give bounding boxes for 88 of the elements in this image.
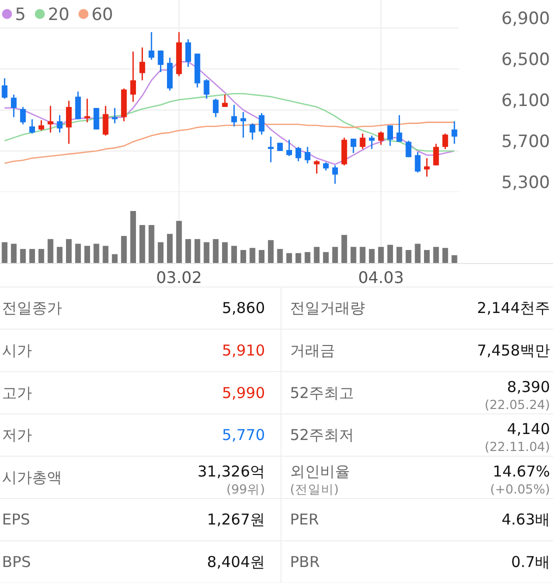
text: 거래금 <box>290 341 335 360</box>
bar <box>130 211 136 263</box>
text: EPS <box>2 510 30 529</box>
text: 5,990 <box>222 384 265 402</box>
text: 52주최고 <box>290 384 354 402</box>
bar <box>258 250 264 263</box>
text: 5,770 <box>222 426 265 444</box>
bar <box>452 255 458 263</box>
text: BPS <box>2 552 31 571</box>
bar <box>75 244 81 263</box>
text: 31,326억 (99위) <box>198 462 265 496</box>
bar <box>204 242 210 263</box>
bar <box>433 246 439 263</box>
bar <box>341 234 348 263</box>
bar <box>48 239 54 263</box>
text: 4,140 (22.11.04) <box>484 420 550 454</box>
text: 전일거래량 <box>290 299 365 318</box>
y-tick-label: 6,900 <box>501 9 550 29</box>
bar <box>442 248 448 263</box>
bar <box>20 248 26 263</box>
bar <box>166 234 173 263</box>
bar <box>38 248 44 263</box>
bar <box>56 246 63 263</box>
bar <box>250 248 256 263</box>
bar <box>304 252 310 263</box>
bar <box>148 225 154 263</box>
bar <box>378 246 384 263</box>
bar <box>176 220 182 263</box>
bar <box>323 252 329 263</box>
bar <box>314 246 320 263</box>
bar <box>414 244 421 263</box>
bar <box>231 246 237 263</box>
y-tick-label: 6,100 <box>501 91 550 111</box>
y-tick-label: 5,300 <box>501 173 550 193</box>
bar <box>350 246 356 263</box>
bar <box>396 246 402 263</box>
bar <box>84 246 90 263</box>
text: 전일종가 <box>2 299 62 318</box>
text: 1,267원 <box>207 510 265 529</box>
bar <box>424 250 430 263</box>
bar <box>112 254 118 263</box>
text: 시가총액 <box>2 468 62 486</box>
text: 8,404원 <box>207 552 265 571</box>
text: 7,458백만 <box>477 341 550 360</box>
text: 2,144천주 <box>477 299 550 318</box>
bar <box>222 242 228 263</box>
bar <box>185 239 192 263</box>
y-tick-label: 6,500 <box>501 50 550 70</box>
text: 14.67% (+0.05%) <box>490 462 550 496</box>
bar <box>10 244 17 263</box>
text: 8,390 (22.05.24) <box>484 378 550 412</box>
bar <box>296 253 302 263</box>
bar <box>102 246 108 263</box>
text: PER <box>290 510 319 529</box>
bar <box>158 242 164 263</box>
bar <box>360 246 366 263</box>
bar <box>240 250 246 263</box>
bar <box>29 248 35 263</box>
bar <box>332 246 338 263</box>
legend-label: 60 <box>91 5 114 25</box>
bar <box>406 250 412 263</box>
text: 외인비율 (전일비) <box>290 462 350 496</box>
x-tick-label: 03.02 <box>156 268 202 287</box>
text: PBR <box>290 552 320 571</box>
bar <box>268 240 274 263</box>
bar <box>66 239 72 263</box>
legend-label: 5 <box>15 5 26 25</box>
x-tick-label: 04.03 <box>358 268 404 287</box>
bar <box>286 253 292 263</box>
bar <box>368 248 375 263</box>
text: 시가 <box>2 341 32 360</box>
y-tick-label: 5,700 <box>501 132 550 152</box>
bar <box>139 225 146 263</box>
text: 저가 <box>2 426 32 444</box>
bar <box>121 236 127 263</box>
bar <box>94 244 100 263</box>
text: 고가 <box>2 384 32 402</box>
text: 0.7배 <box>511 552 550 571</box>
text: 5,860 <box>222 299 265 318</box>
text: 52주최저 <box>290 426 354 444</box>
bar <box>212 239 219 263</box>
text: 5,910 <box>222 341 265 360</box>
legend-label: 20 <box>48 5 70 25</box>
text: 4.63배 <box>502 510 550 529</box>
bar <box>277 248 283 263</box>
bar <box>387 244 393 263</box>
bar <box>2 242 8 263</box>
bar <box>194 239 200 263</box>
